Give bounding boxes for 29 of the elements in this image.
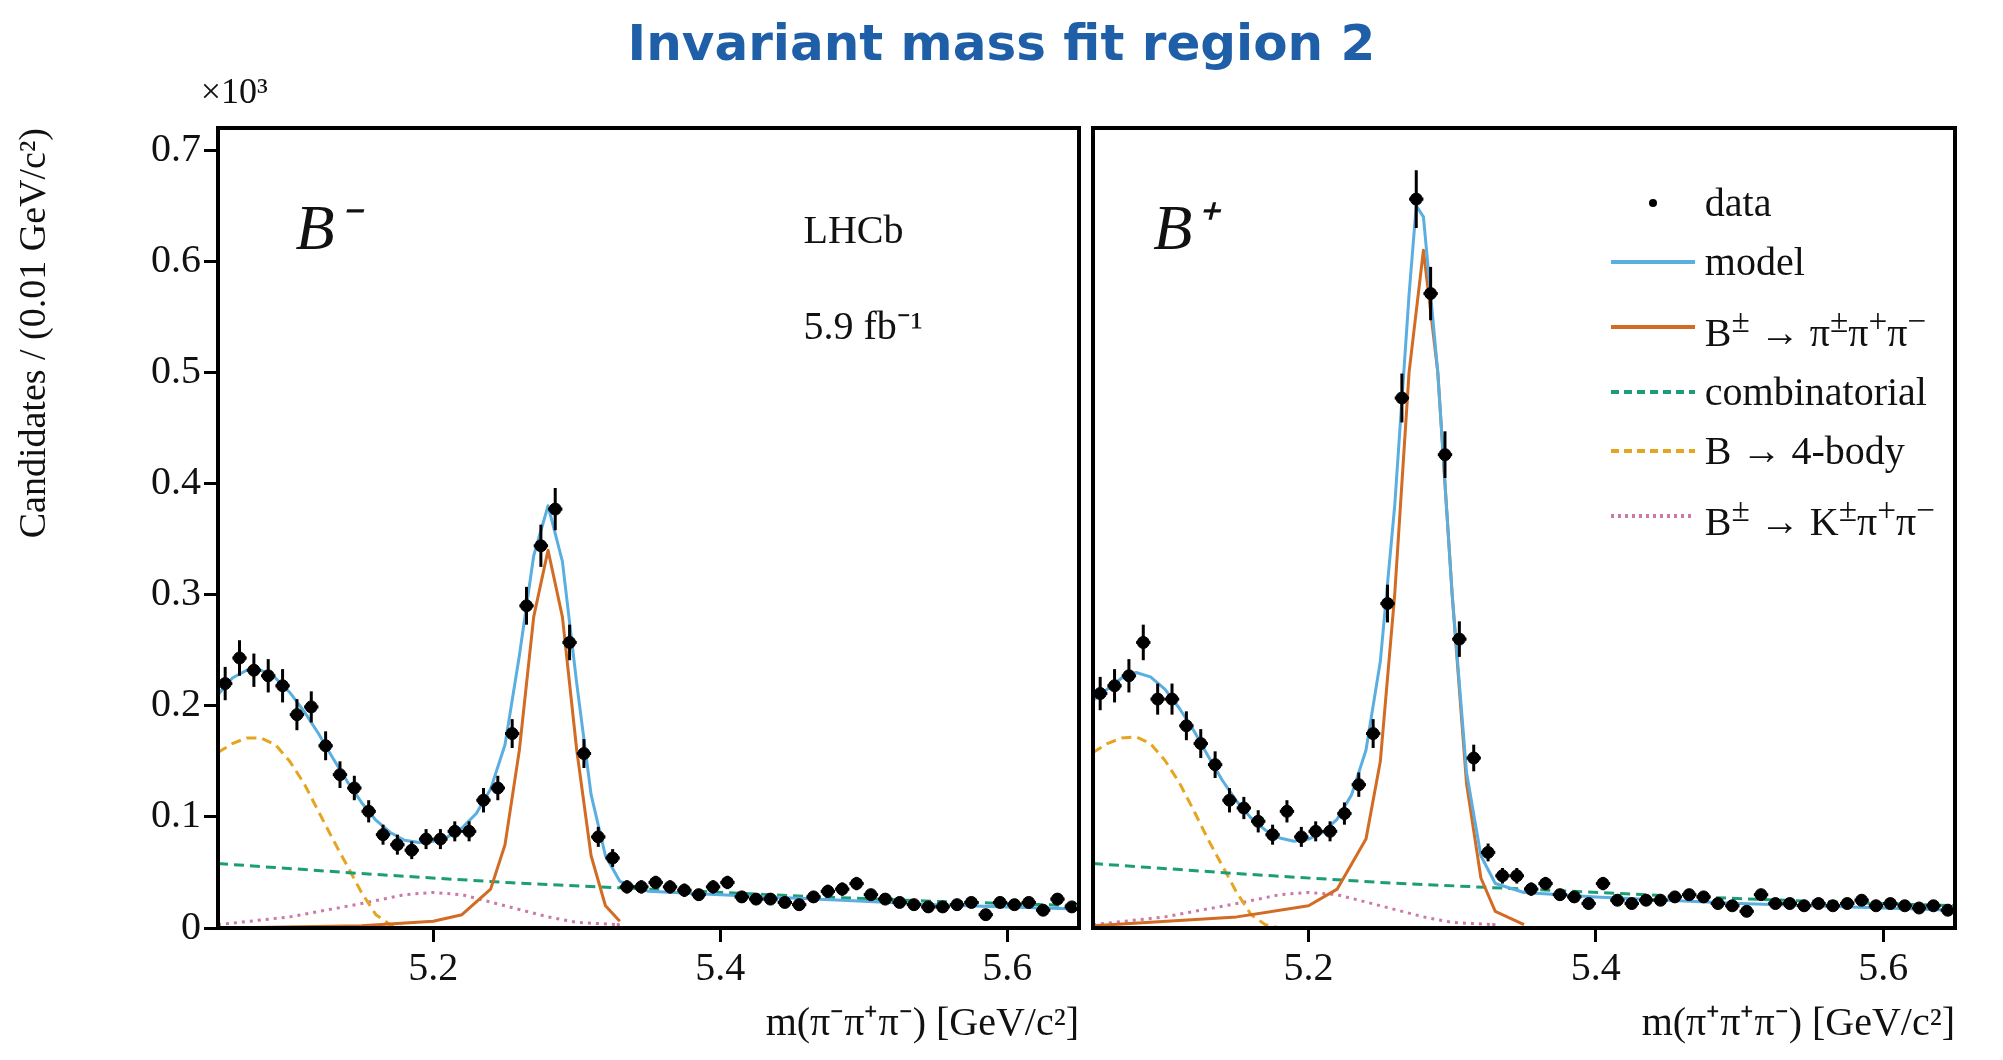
y-tick-label: 0.6 [151,235,201,281]
annotation: 5.9 fb⁻¹ [803,302,923,348]
legend-label: B$^{±}$ → K$^{±}$π$^{+}$π$^{−}$ [1704,490,1935,547]
annotation: LHCb [803,206,904,252]
x-axis-title: m(π⁺π⁺π⁻) [GeV/c²] [1641,998,1955,1044]
legend-label: B → 4-body [1704,427,1905,476]
x-tick-label: 5.2 [408,943,459,989]
x-axis-title: m(π⁻π⁺π⁻) [GeV/c²] [765,998,1079,1044]
y-tick-label: 0.7 [151,124,201,170]
legend-label: B$^{±}$ → π$^{±}$π$^{+}$π$^{−}$ [1704,301,1927,358]
y-tick-label: 0.5 [151,346,201,392]
y-tick-label: 0.4 [151,458,201,504]
y-tick-label: 0.2 [151,680,201,726]
x-tick-label: 5.2 [1283,943,1334,989]
x-tick-label: 5.4 [1570,943,1621,989]
y-tick-label: 0.3 [151,569,201,615]
legend-label: data [1704,179,1772,227]
annotation: B⁺ [1153,191,1223,263]
legend-label: combinatorial [1704,368,1927,417]
x-tick-label: 5.6 [1858,943,1909,989]
x-tick-label: 5.4 [695,943,746,989]
y-tick-label: 0 [181,902,201,948]
y-tick-label: 0.1 [151,791,201,837]
annotation: B⁻ [295,191,365,263]
text: ×10³ [200,71,269,112]
chart-title: Invariant mass fit region 2 [627,14,1376,72]
x-tick-label: 5.6 [982,943,1033,989]
y-axis-title: Candidates / (0.01 GeV/c²) [10,128,54,539]
legend-label: model [1704,238,1805,286]
